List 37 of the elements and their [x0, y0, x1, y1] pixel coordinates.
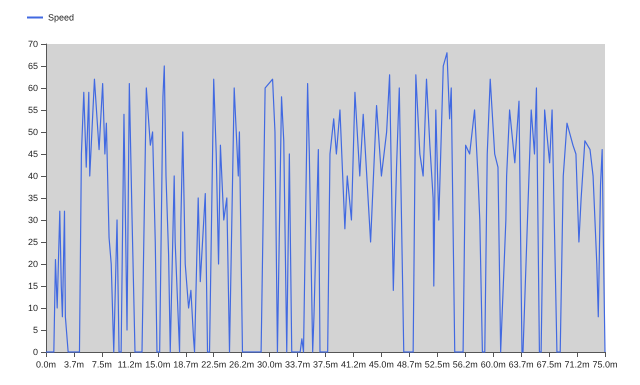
- x-tick-label: 18.7m: [173, 360, 198, 370]
- y-tick-label: 0: [32, 347, 38, 357]
- y-tick-label: 20: [28, 259, 38, 269]
- y-tick-label: 60: [28, 83, 38, 93]
- y-tick-label: 15: [28, 281, 38, 291]
- y-tick-label: 40: [28, 171, 38, 181]
- x-tick-label: 30.0m: [257, 360, 282, 370]
- y-tick-label: 55: [28, 105, 38, 115]
- x-tick-label: 0.0m: [36, 360, 56, 370]
- y-tick-label: 30: [28, 215, 38, 225]
- x-tick-label: 56.2m: [452, 360, 478, 370]
- x-tick-label: 22.5m: [201, 360, 226, 370]
- x-tick-label: 60.0m: [480, 360, 506, 370]
- x-tick-label: 3.7m: [64, 360, 84, 370]
- x-tick-label: 67.5m: [536, 360, 562, 370]
- y-tick-label: 25: [28, 237, 38, 247]
- x-tick-label: 37.5m: [312, 360, 338, 370]
- y-tick-label: 65: [28, 61, 38, 71]
- legend-label: Speed: [48, 12, 74, 22]
- x-tick-label: 26.2m: [229, 360, 254, 370]
- x-tick-label: 11.2m: [118, 360, 142, 370]
- y-tick-label: 10: [28, 303, 38, 313]
- x-tick-label: 33.7m: [285, 360, 310, 370]
- x-tick-label: 7.5m: [92, 360, 112, 370]
- y-tick-label: 5: [32, 325, 38, 335]
- x-tick-label: 15.0m: [145, 360, 170, 370]
- x-tick-label: 63.7m: [508, 360, 534, 370]
- y-tick-label: 70: [28, 39, 38, 49]
- y-tick-label: 45: [28, 149, 38, 159]
- x-tick-label: 48.7m: [396, 360, 422, 370]
- x-tick-label: 75.0m: [592, 360, 618, 370]
- x-tick-label: 41.2m: [340, 360, 366, 370]
- x-tick-label: 52.5m: [424, 360, 450, 370]
- x-tick-label: 45.0m: [368, 360, 394, 370]
- y-tick-label: 35: [28, 193, 38, 203]
- y-tick-label: 50: [28, 127, 38, 137]
- x-tick-label: 71.2m: [564, 360, 590, 370]
